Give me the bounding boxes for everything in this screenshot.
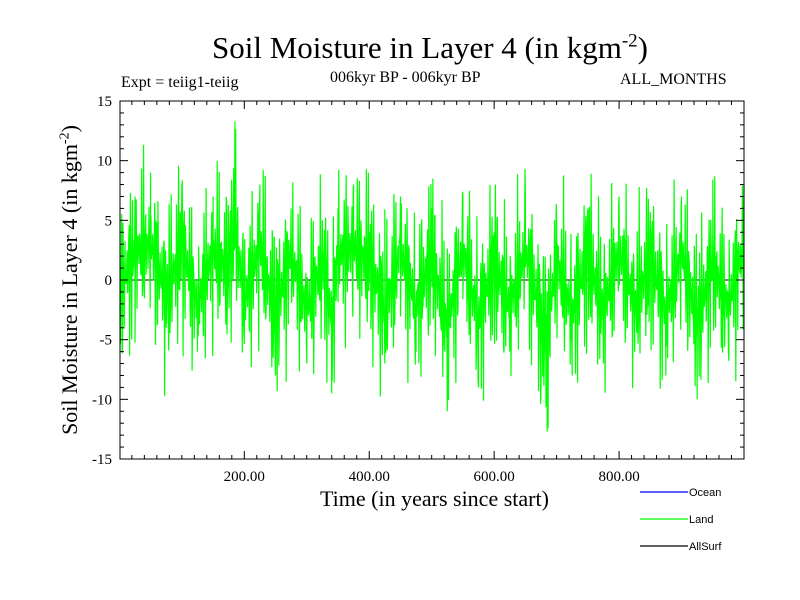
experiment-label: Expt = teiig1-teiig: [121, 74, 239, 91]
x-tick-label: 800.00: [598, 469, 639, 485]
x-tick-label: 400.00: [349, 469, 390, 485]
y-tick-label: -5: [100, 333, 113, 349]
chart-title: Soil Moisture in Layer 4 (in kgm-2): [212, 30, 648, 65]
period-label: 006kyr BP - 006kyr BP: [330, 69, 481, 86]
months-label: ALL_MONTHS: [620, 71, 727, 88]
y-tick-label: 15: [97, 94, 112, 110]
y-tick-label: -10: [92, 392, 112, 408]
legend-label-allsurf: AllSurf: [689, 541, 722, 553]
legend-label-land: Land: [689, 514, 713, 526]
legend-label-ocean: Ocean: [689, 487, 721, 499]
y-tick-label: 10: [97, 154, 112, 170]
x-tick-label: 200.00: [224, 469, 265, 485]
series-line-land: [119, 121, 745, 432]
x-tick-label: 600.00: [474, 469, 515, 485]
y-tick-label: -15: [92, 452, 112, 468]
y-tick-label: 5: [105, 213, 113, 229]
y-tick-label: 0: [105, 273, 113, 289]
x-axis-label: Time (in years since start): [320, 486, 549, 511]
